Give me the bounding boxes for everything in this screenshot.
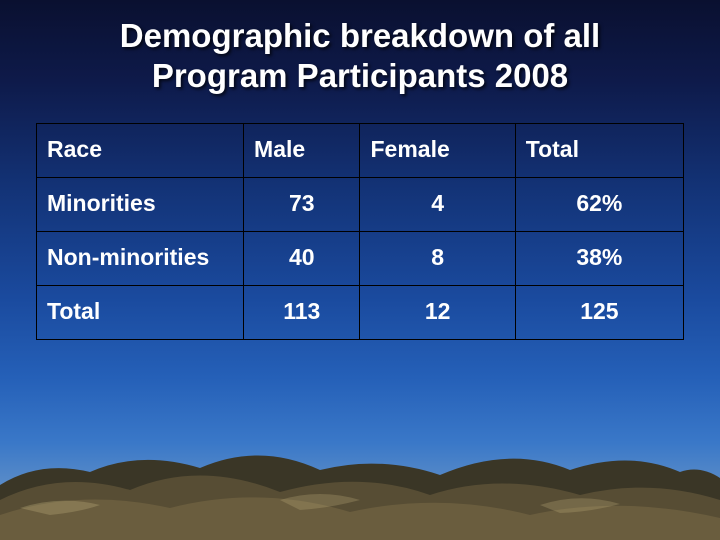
- cell-total: 62%: [515, 178, 683, 232]
- table-row: Non-minorities 40 8 38%: [37, 232, 684, 286]
- mountain-decoration: [0, 400, 720, 540]
- title-line-2: Program Participants 2008: [152, 57, 568, 94]
- cell-female: 12: [360, 286, 515, 340]
- cell-total: 38%: [515, 232, 683, 286]
- header-female: Female: [360, 124, 515, 178]
- cell-female: 8: [360, 232, 515, 286]
- header-total: Total: [515, 124, 683, 178]
- cell-male: 73: [244, 178, 360, 232]
- page-title: Demographic breakdown of all Program Par…: [0, 0, 720, 105]
- row-label: Minorities: [37, 178, 244, 232]
- table-row: Total 113 12 125: [37, 286, 684, 340]
- cell-male: 40: [244, 232, 360, 286]
- row-label: Non-minorities: [37, 232, 244, 286]
- demographic-table: Race Male Female Total Minorities 73 4 6…: [36, 123, 684, 340]
- cell-female: 4: [360, 178, 515, 232]
- demographic-table-container: Race Male Female Total Minorities 73 4 6…: [36, 123, 684, 340]
- header-race: Race: [37, 124, 244, 178]
- header-male: Male: [244, 124, 360, 178]
- table-row: Minorities 73 4 62%: [37, 178, 684, 232]
- cell-total: 125: [515, 286, 683, 340]
- table-header-row: Race Male Female Total: [37, 124, 684, 178]
- row-label: Total: [37, 286, 244, 340]
- cell-male: 113: [244, 286, 360, 340]
- title-line-1: Demographic breakdown of all: [120, 17, 600, 54]
